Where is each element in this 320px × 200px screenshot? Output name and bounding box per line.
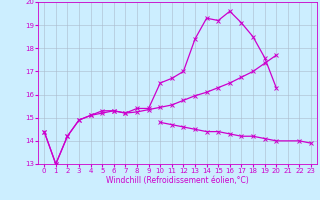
X-axis label: Windchill (Refroidissement éolien,°C): Windchill (Refroidissement éolien,°C) bbox=[106, 176, 249, 185]
